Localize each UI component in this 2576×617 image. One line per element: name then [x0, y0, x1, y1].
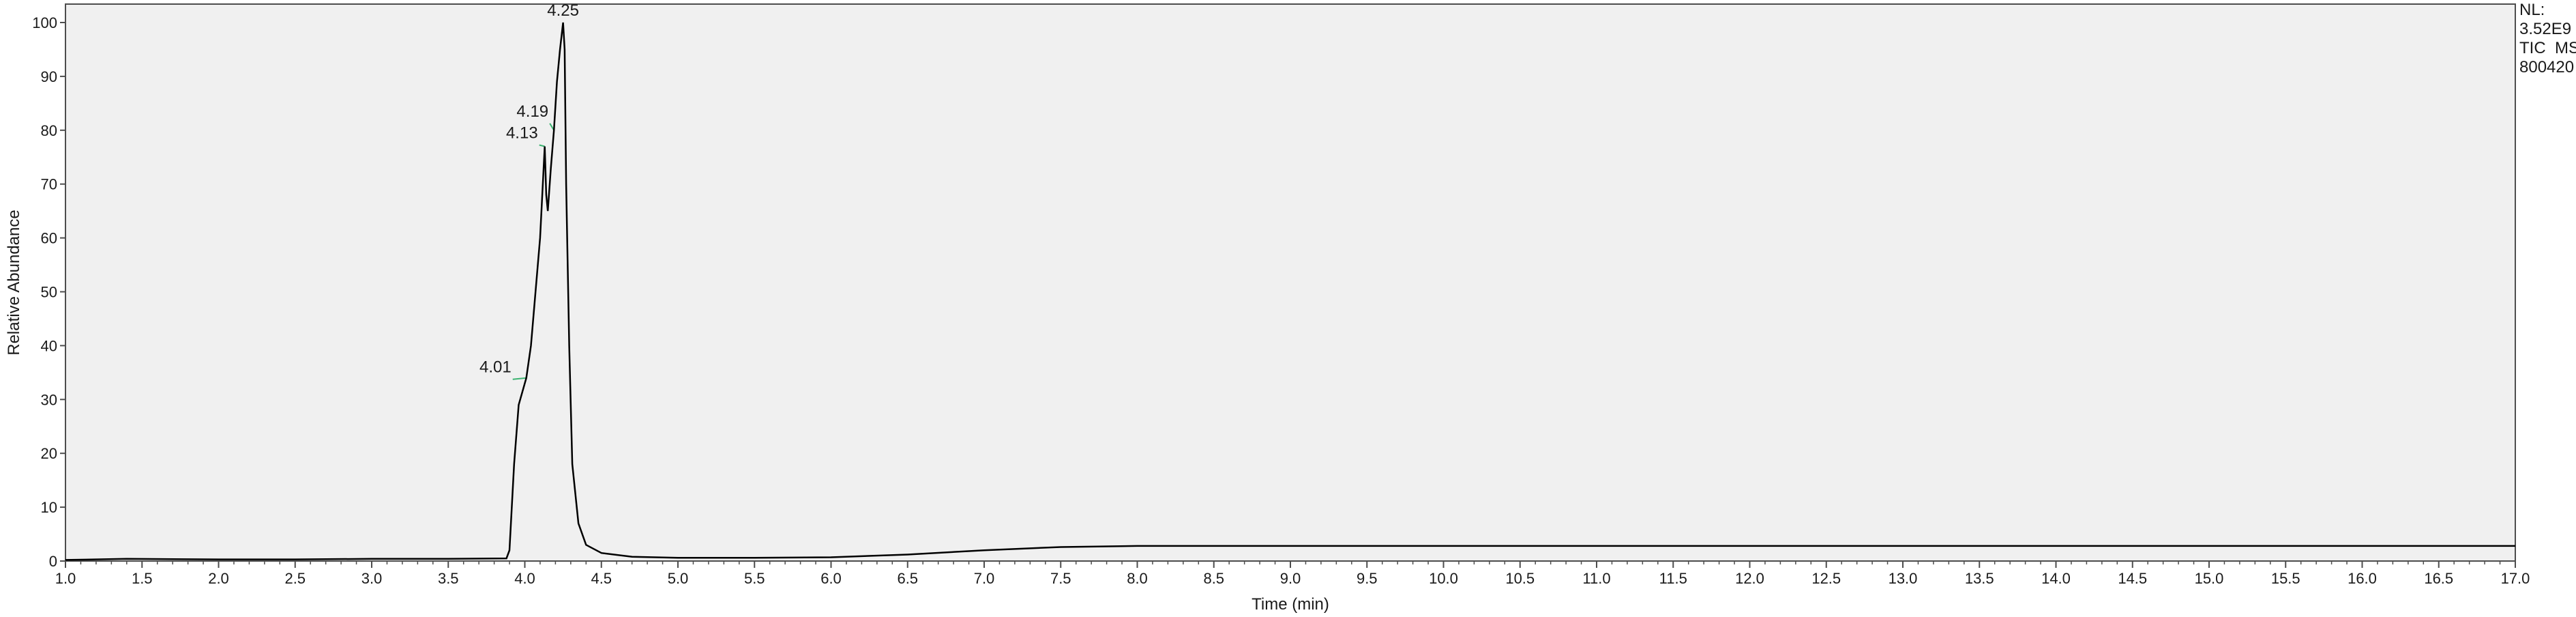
x-tick-label: 17.0	[2501, 570, 2530, 587]
y-tick-label: 20	[41, 445, 57, 462]
peak-label: 4.19	[516, 102, 548, 121]
peak-label: 4.25	[547, 1, 579, 20]
x-tick-label: 1.5	[132, 570, 153, 587]
x-tick-label: 7.0	[974, 570, 995, 587]
peak-label: 4.01	[479, 358, 512, 377]
plot-area	[65, 3, 2516, 562]
x-tick-label: 6.0	[820, 570, 842, 587]
x-axis-ticks: 1.0 1.5 2.0 2.5 3.0 3.5 4.0 4.5 5.0 5.5 6.0 6.5 7.0 7…	[55, 561, 2530, 587]
x-tick-label: 16.5	[2424, 570, 2453, 587]
tic-trace	[65, 22, 2515, 561]
x-tick-label: 13.0	[1889, 570, 1918, 587]
y-tick-label: 60	[41, 230, 57, 247]
x-tick-label: 16.0	[2348, 570, 2377, 587]
x-tick-label: 15.5	[2271, 570, 2300, 587]
info-line-4: 800420	[2519, 58, 2574, 76]
y-tick-label: 70	[41, 176, 57, 193]
y-tick-label: 40	[41, 337, 57, 354]
x-tick-label: 2.5	[284, 570, 306, 587]
x-tick-label: 10.5	[1505, 570, 1535, 587]
y-axis-title: Relative Abundance	[5, 210, 23, 356]
x-tick-label: 5.0	[668, 570, 689, 587]
y-tick-label: 100	[32, 14, 57, 31]
x-tick-label: 4.0	[514, 570, 535, 587]
x-tick-label: 14.0	[2041, 570, 2071, 587]
x-tick-label: 7.5	[1050, 570, 1071, 587]
x-tick-label: 4.5	[591, 570, 612, 587]
x-tick-label: 11.0	[1582, 570, 1610, 587]
x-axis-title: Time (min)	[1252, 595, 1329, 614]
x-tick-label: 10.0	[1429, 570, 1458, 587]
x-tick-label: 8.5	[1203, 570, 1224, 587]
x-tick-label: 15.0	[2195, 570, 2224, 587]
x-tick-label: 1.0	[55, 570, 76, 587]
info-line-3: TIC MS	[2519, 39, 2576, 57]
normalization-info: NL: 3.52E9 TIC MS 800420	[2519, 1, 2576, 76]
x-tick-label: 9.0	[1280, 570, 1301, 587]
peak-leader-line	[512, 377, 527, 380]
peak-leader-line	[539, 144, 545, 147]
y-tick-label: 50	[41, 284, 57, 301]
info-line-1: NL:	[2519, 1, 2545, 19]
x-tick-label: 11.5	[1659, 570, 1687, 587]
x-tick-label: 3.5	[438, 570, 459, 587]
y-tick-label: 10	[41, 499, 57, 516]
x-tick-label: 3.0	[361, 570, 383, 587]
x-tick-label: 5.5	[744, 570, 765, 587]
x-tick-label: 13.5	[1965, 570, 1994, 587]
x-tick-label: 12.0	[1735, 570, 1764, 587]
y-tick-label: 30	[41, 391, 57, 408]
x-tick-label: 6.5	[897, 570, 918, 587]
info-line-2: 3.52E9	[2519, 20, 2571, 38]
x-tick-label: 9.5	[1357, 570, 1378, 587]
x-tick-label: 12.5	[1811, 570, 1841, 587]
peak-label: 4.13	[506, 124, 538, 142]
peak-annotations: 4.25 4.19 4.13 4.01	[479, 1, 579, 380]
y-tick-label: 80	[41, 122, 57, 139]
x-tick-label: 8.0	[1127, 570, 1148, 587]
x-tick-label: 2.0	[208, 570, 229, 587]
x-tick-label: 14.5	[2118, 570, 2147, 587]
y-tick-label: 0	[49, 553, 57, 570]
y-axis-ticks: 0 10 20 30 40 50 60 70 80 90 100	[32, 14, 65, 570]
y-tick-label: 90	[41, 68, 57, 85]
